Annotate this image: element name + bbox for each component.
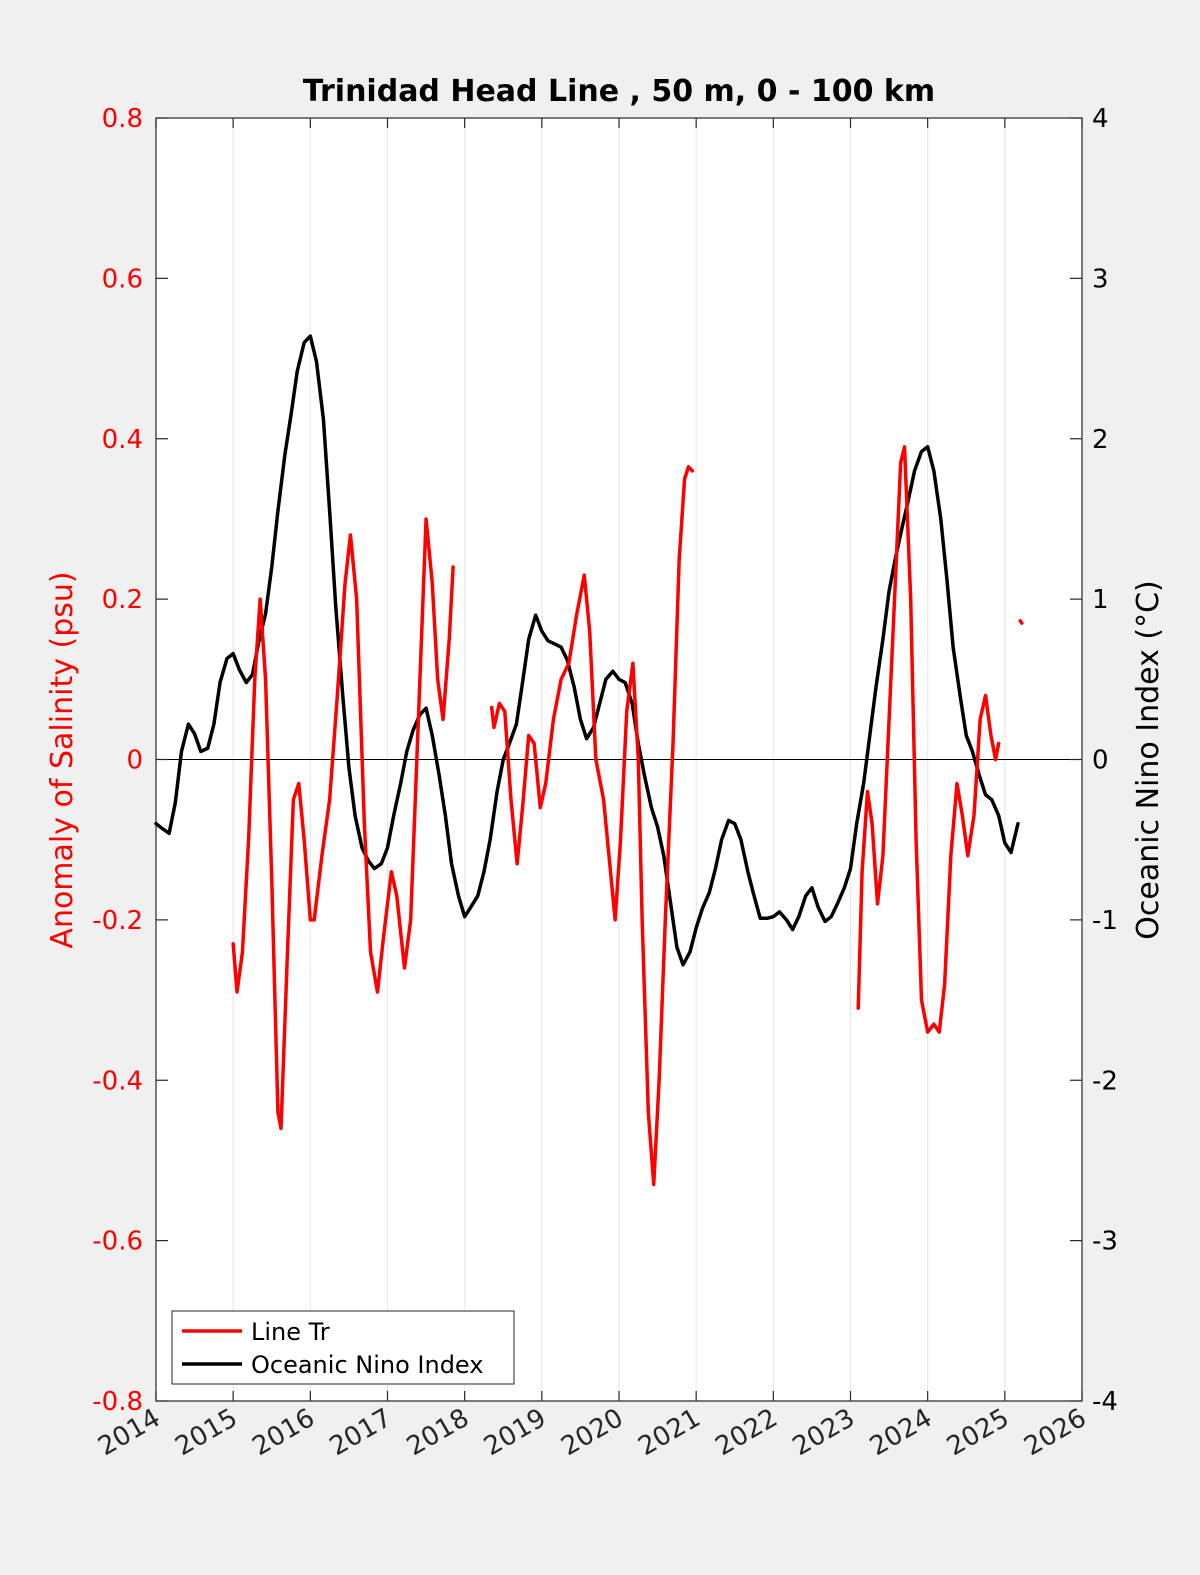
y-right-tick-label: -1 — [1092, 906, 1118, 936]
y-right-tick-label: 3 — [1092, 264, 1109, 294]
series-line-oceanic-nino-index — [154, 334, 1020, 967]
y-right-tick-label: 1 — [1092, 585, 1109, 615]
chart-title: Trinidad Head Line , 50 m, 0 - 100 km — [303, 74, 935, 109]
y-left-tick-label: 0.2 — [102, 585, 143, 615]
y-left-tick-label: -0.8 — [92, 1387, 143, 1417]
legend-box — [171, 1310, 515, 1385]
series-line-line-tr — [856, 445, 1001, 1034]
series-layer — [154, 334, 1024, 1187]
y-right-tick-label: -3 — [1092, 1227, 1118, 1257]
y-left-tick-label: -0.6 — [92, 1227, 143, 1257]
y-left-tick-label: 0.6 — [102, 264, 143, 294]
left-y-axis: -0.8 -0.6 -0.4 -0.2 0 0.2 0.4 0.6 0.8 — [92, 104, 168, 1417]
y-right-tick-label: -4 — [1092, 1387, 1118, 1417]
legend-label-oni: Oceanic Nino Index — [251, 1351, 483, 1379]
right-y-axis-label: Oceanic Nino Index (°C) — [1131, 580, 1166, 940]
left-y-axis-label: Anomaly of Salinity (psu) — [45, 571, 80, 948]
series-line-line-tr — [1018, 619, 1024, 625]
right-y-axis: -4 -3 -2 -1 0 1 2 3 4 — [1070, 104, 1118, 1417]
y-left-tick-label: -0.2 — [92, 906, 143, 936]
y-right-tick-label: 2 — [1092, 425, 1109, 455]
legend: Line Tr Oceanic Nino Index — [171, 1310, 515, 1385]
y-right-tick-label: -2 — [1092, 1066, 1118, 1096]
y-left-tick-label: 0 — [126, 746, 143, 776]
y-left-tick-label: -0.4 — [92, 1066, 143, 1096]
legend-label-line-tr: Line Tr — [251, 1318, 330, 1346]
series-line-line-tr — [489, 465, 695, 1187]
y-right-tick-label: 0 — [1092, 746, 1109, 776]
series-line-line-tr — [231, 517, 455, 1131]
y-left-tick-label: 0.4 — [102, 425, 143, 455]
y-left-tick-label: 0.8 — [102, 104, 143, 134]
y-right-tick-label: 4 — [1092, 104, 1109, 134]
